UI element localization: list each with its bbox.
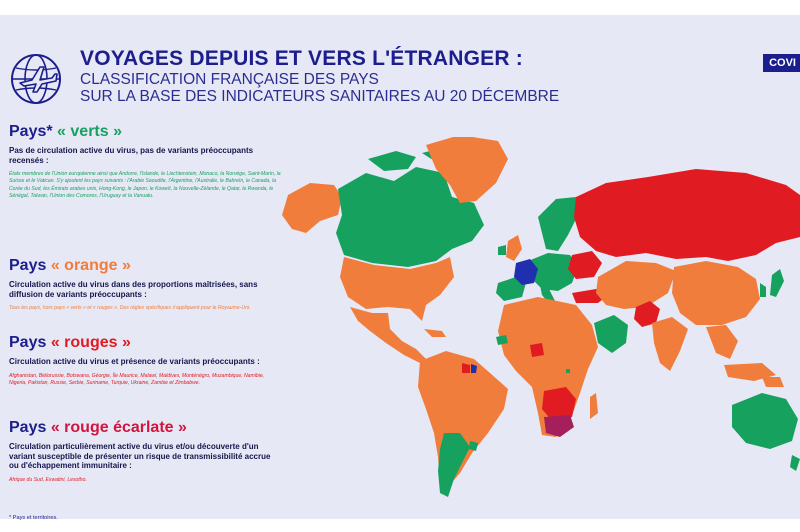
subtitle-line-2: SUR LA BASE DES INDICATEURS SANITAIRES A… bbox=[80, 88, 560, 105]
map-middle-east-central-asia bbox=[596, 261, 676, 309]
map-nigeria bbox=[530, 343, 544, 357]
legend-red-label: « rouges » bbox=[50, 334, 131, 351]
legend-orange-description: Circulation active du virus dans des pro… bbox=[9, 280, 258, 299]
map-mexico-central-america bbox=[350, 307, 426, 363]
legend-red-title: Pays « rouges » bbox=[9, 334, 281, 352]
legend-scarlet-title: Pays « rouge écarlate » bbox=[9, 419, 281, 437]
legend-scarlet-description: Circulation particulièrement active du v… bbox=[9, 442, 271, 471]
map-rwanda bbox=[566, 369, 570, 373]
map-alaska bbox=[282, 183, 342, 233]
legend-orange: Pays « orange » Circulation active du vi… bbox=[9, 257, 281, 312]
map-uruguay bbox=[469, 441, 478, 451]
map-japan bbox=[770, 269, 784, 297]
map-uk bbox=[506, 235, 522, 261]
legend-scarlet-prefix: Pays bbox=[9, 419, 47, 436]
legend-green-prefix: Pays* bbox=[9, 123, 53, 140]
map-senegal bbox=[496, 335, 508, 345]
map-afghanistan-pakistan bbox=[634, 301, 660, 327]
map-arabian-peninsula bbox=[594, 315, 628, 353]
map-ukraine-belarus bbox=[568, 251, 602, 279]
map-usa bbox=[340, 257, 454, 321]
legend-red-countries: Afghanistan, Biélorussie, Botswana, Géor… bbox=[9, 372, 265, 386]
map-ireland bbox=[498, 245, 506, 255]
map-southeast-asia bbox=[706, 325, 776, 381]
covid-tab: COVI bbox=[763, 54, 800, 72]
legend-orange-title: Pays « orange » bbox=[9, 257, 281, 275]
legend-red-prefix: Pays bbox=[9, 334, 47, 351]
map-korea bbox=[760, 283, 766, 297]
map-france bbox=[514, 259, 538, 285]
map-southern-africa-red bbox=[542, 387, 576, 421]
map-french-guiana bbox=[471, 364, 477, 373]
map-europe-central bbox=[528, 253, 578, 291]
infographic-card: VOYAGES DEPUIS ET VERS L'ÉTRANGER : CLAS… bbox=[0, 15, 800, 521]
legend-green-description: Pas de circulation active du virus, pas … bbox=[9, 146, 254, 165]
footnote: * Pays et territoires. bbox=[9, 515, 58, 521]
map-south-africa bbox=[544, 415, 574, 437]
map-new-zealand bbox=[790, 455, 800, 471]
legend-orange-countries: Tous les pays, hors pays « verts » et « … bbox=[9, 305, 251, 312]
map-russia bbox=[574, 169, 800, 261]
map-caribbean bbox=[424, 329, 446, 337]
legend-scarlet: Pays « rouge écarlate » Circulation part… bbox=[9, 419, 281, 484]
map-canada bbox=[336, 167, 484, 267]
legend-scarlet-label: « rouge écarlate » bbox=[50, 419, 187, 436]
legend-scarlet-countries: Afrique du Sud, Eswatini, Lesotho. bbox=[9, 476, 87, 483]
map-india bbox=[652, 317, 688, 371]
map-iberia bbox=[496, 277, 526, 301]
globe-airplane-icon bbox=[11, 54, 61, 104]
map-greenland bbox=[426, 137, 508, 203]
legend-green-title: Pays* « verts » bbox=[9, 123, 281, 141]
legend-green-countries: États membres de l'Union européenne ains… bbox=[9, 171, 281, 199]
map-australia bbox=[732, 393, 798, 449]
legend-green: Pays* « verts » Pas de circulation activ… bbox=[9, 123, 281, 200]
world-map bbox=[282, 137, 800, 497]
map-argentina bbox=[438, 433, 470, 497]
map-madagascar bbox=[590, 393, 598, 419]
legend-red-description: Circulation active du virus et présence … bbox=[9, 357, 260, 366]
map-scandinavia bbox=[538, 197, 578, 251]
legend-orange-prefix: Pays bbox=[9, 257, 47, 274]
legend-orange-label: « orange » bbox=[50, 257, 131, 274]
map-china bbox=[672, 261, 760, 325]
subtitle-line-1: CLASSIFICATION FRANÇAISE DES PAYS bbox=[80, 71, 379, 88]
subtitle: CLASSIFICATION FRANÇAISE DES PAYS SUR LA… bbox=[80, 71, 559, 105]
map-suriname bbox=[462, 363, 470, 373]
legend-red: Pays « rouges » Circulation active du vi… bbox=[9, 334, 281, 387]
legend-green-label: « verts » bbox=[57, 123, 122, 140]
map-png bbox=[762, 377, 784, 387]
main-title: VOYAGES DEPUIS ET VERS L'ÉTRANGER : bbox=[80, 47, 523, 70]
